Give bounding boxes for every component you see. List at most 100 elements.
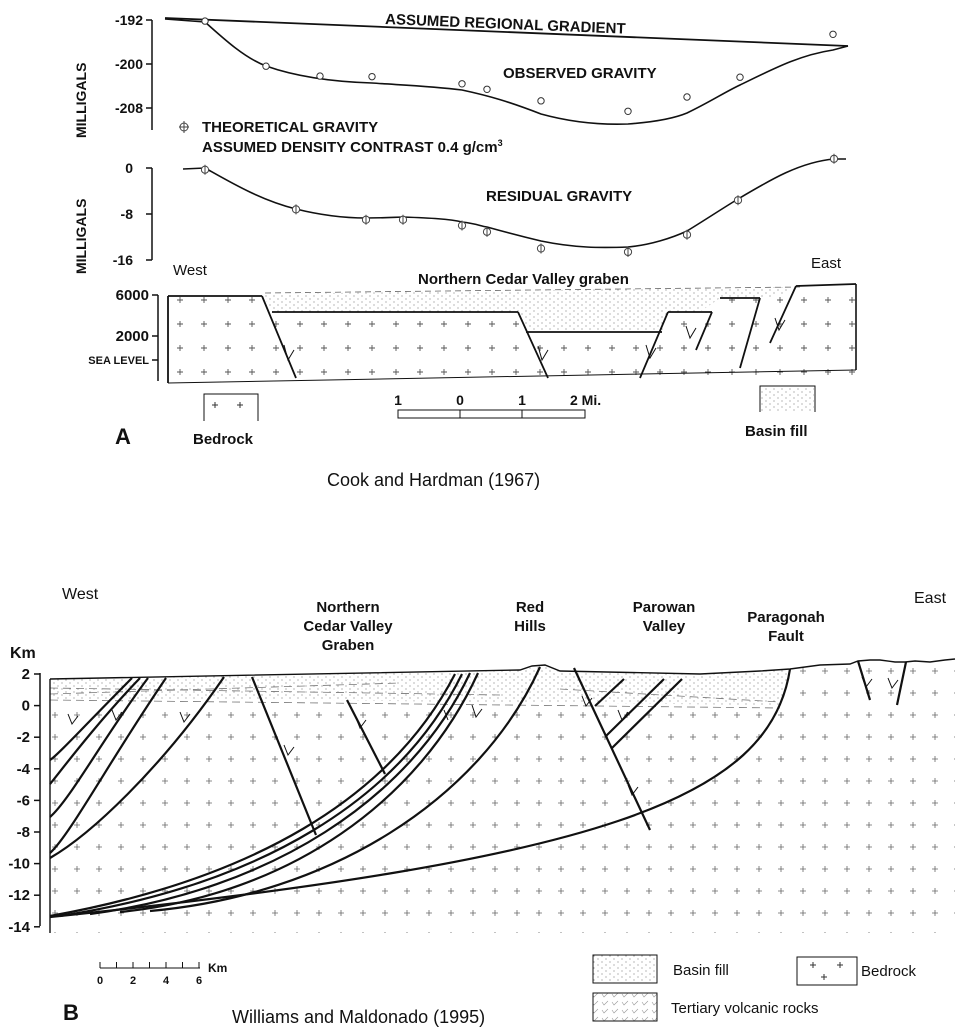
residual-gravity-point [457,220,467,231]
residual-plot: MILLIGALS 0 -8 -16 RESIDUAL GRAVITY [73,153,846,274]
scale-bar-a: 1 0 1 2 Mi. [394,392,601,419]
theoretical-gravity-label: THEORETICAL GRAVITY [202,119,378,136]
graben-label-b: Northern Cedar Valley Graben [303,599,393,654]
scale-label-b: 6 [196,975,202,987]
residual-gravity-point [536,243,546,254]
observed-gravity-point [683,93,691,101]
short-fault [611,678,683,749]
observed-gravity-curve [164,18,849,125]
listric-fault [49,676,225,859]
planar-fault [346,699,386,775]
ground-surface-b [49,658,956,680]
scale-label-a: 2 Mi. [570,392,601,408]
observed-gravity-label: OBSERVED GRAVITY [503,65,657,82]
residual-gravity-point [291,204,301,215]
red-hills-label: Red Hills [514,599,546,635]
residual-tick-label: -8 [121,206,134,222]
faults-b [49,660,908,919]
gravity-tick-label: -200 [115,56,143,72]
depth-ticks: 2 0 -2 -4 -6 -8 -10 -12 -14 [8,666,40,936]
scale-bar-a-box [397,409,586,419]
basin-fill-label-b: Basin fill [673,962,729,979]
scale-label-a: 0 [456,392,464,408]
basin-fill-swatch-a [759,385,816,412]
listric-fault [49,668,792,919]
basin-fill-swatch-b [592,954,658,984]
west-label-a: West [173,262,208,279]
observed-gravity-point [368,72,376,81]
gravity-plot: MILLIGALS -192 -200 -208 ASSUMED REGIONA… [73,11,849,156]
cross-section-a: West East Northern Cedar Valley graben 6… [88,255,857,384]
depth-tick-label: -4 [17,761,31,778]
red-hills-label-line: Hills [514,618,546,635]
listric-fault [49,677,149,818]
listric-fault [49,673,456,918]
residual-gravity-points [200,153,839,257]
residual-gravity-point [361,214,371,225]
volcanic-dashes-b [49,682,781,709]
residual-gravity-point [200,164,210,175]
graben-label-line: Graben [322,637,375,654]
graben-title-a: Northern Cedar Valley graben [418,271,629,288]
bedrock-swatch-b-plus [810,962,843,980]
bedrock-label-a: Bedrock [193,431,254,448]
fault-arrows-a [283,317,786,362]
panel-letter-b: B [63,1000,79,1025]
paragonah-label-line: Paragonah [747,609,825,626]
listric-fault [49,677,141,785]
observed-gravity-point [829,30,837,38]
scale-unit-b: Km [208,961,227,975]
observed-gravity-points [201,17,837,116]
basin-fill-swatch-a-fill [761,387,814,412]
listric-fault [149,666,542,913]
bedrock-label-b: Bedrock [861,963,917,980]
depth-tick-label: -14 [8,919,30,936]
observed-gravity-point [316,72,324,80]
panel-b: West East Northern Cedar Valley Graben Red… [8,586,956,1027]
scale-b-ticks [99,962,200,968]
legend-b: Basin fill Bedrock Tertiary volcanic roc… [592,954,917,1022]
residual-gravity-point [733,195,743,206]
theoretical-gravity-legend: THEORETICAL GRAVITY ASSUMED DENSITY CONT… [179,119,503,156]
listric-fault [49,677,167,854]
parowan-label-line: Parowan [633,599,696,616]
east-label-a: East [811,255,842,272]
elev-tick-label-a: 6000 [116,287,149,304]
depth-tick-label: 2 [22,666,30,683]
residual-gravity-point [682,229,692,240]
residual-tick-label: 0 [125,160,133,176]
volcanic-swatch-b [592,992,658,1022]
observed-gravity-point [201,17,209,25]
residual-gravity-point [482,226,492,237]
bedrock-swatch-a [203,393,259,421]
residual-gravity-point [623,246,633,257]
basin-fill-label-a: Basin fill [745,423,808,440]
section-base-a [167,369,857,384]
planar-fault [250,676,318,836]
depth-tick-label: 0 [22,698,30,715]
bedrock-swatch-a-plus [212,402,243,408]
graben-surface-a [264,286,801,294]
graben-label-line: Northern [316,599,379,616]
gravity-tick-label: -192 [115,12,143,28]
parowan-valley-label: Parowan Valley [633,599,696,635]
bedrock-area-b [50,659,955,933]
observed-gravity-point [736,73,744,81]
scale-label-b: 0 [97,975,103,987]
volcanic-label-b: Tertiary volcanic rocks [671,1000,819,1017]
elev-tick-label-a: SEA LEVEL [88,355,149,367]
gravity-tick-label: -208 [115,100,143,116]
depth-tick-label: -8 [17,824,30,841]
short-fault [605,678,665,737]
paragonah-fault-label: Paragonah Fault [747,609,825,645]
residual-gravity-point [829,153,839,164]
depth-unit-label: Km [10,645,36,662]
listric-fault [89,672,471,916]
depth-tick-label: -6 [17,792,30,809]
section-frame-a [168,283,857,379]
scale-label-a: 1 [518,392,526,408]
observed-gravity-point [483,85,491,94]
depth-tick-label: -10 [8,856,30,873]
citation-a: Cook and Hardman (1967) [327,470,540,490]
